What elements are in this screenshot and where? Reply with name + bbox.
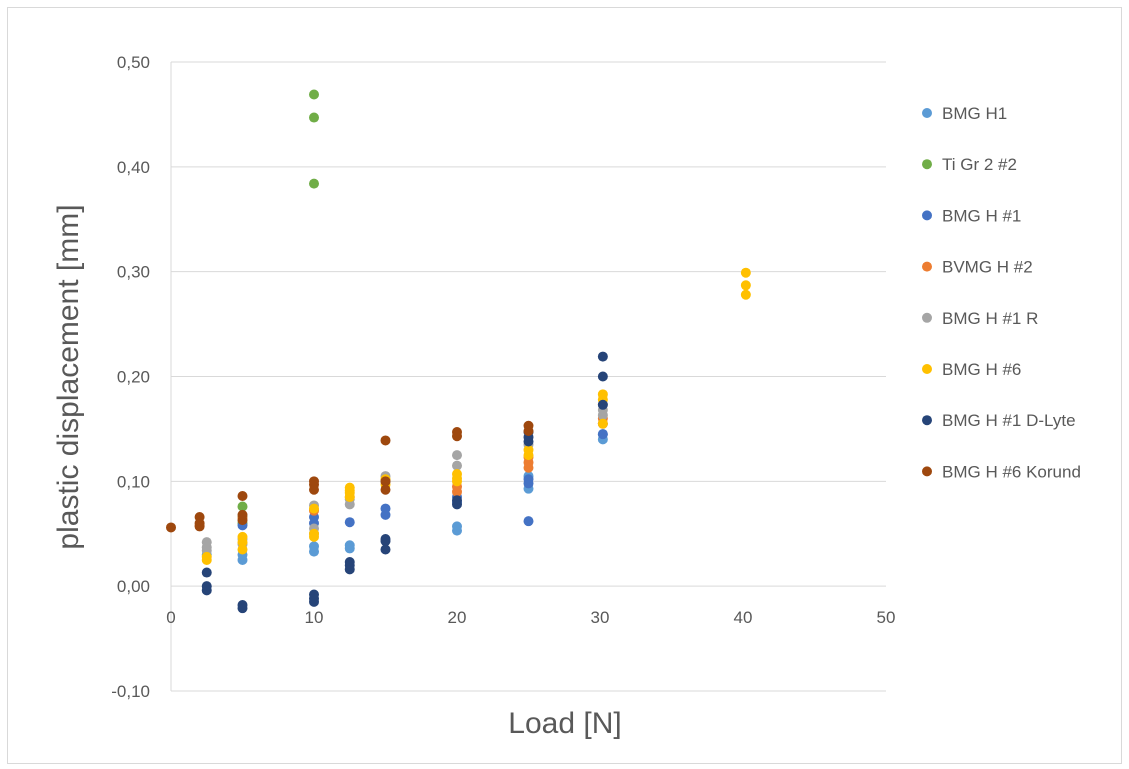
data-point-series-3 — [523, 516, 534, 527]
y-tick-label: 0,00 — [117, 577, 150, 596]
data-point-series-7 — [344, 557, 355, 568]
data-point-series-7 — [380, 544, 391, 555]
data-point-series-7 — [309, 589, 319, 600]
data-point-series-8 — [166, 522, 176, 533]
x-tick-label: 30 — [591, 608, 610, 627]
legend-marker — [922, 312, 932, 323]
data-point-series-7 — [597, 399, 608, 410]
data-point-series-6 — [201, 551, 212, 562]
data-point-series-7 — [597, 371, 608, 382]
x-axis-title: Load [N] — [508, 707, 621, 740]
data-point-series-6 — [309, 503, 319, 514]
legend-marker — [922, 108, 932, 118]
data-point-series-6 — [597, 389, 608, 400]
data-points — [166, 89, 751, 614]
y-axis-title: plastic displacement [mm] — [52, 204, 85, 549]
data-point-series-6 — [740, 267, 751, 278]
data-point-series-2 — [309, 112, 319, 123]
data-point-series-1 — [452, 521, 462, 532]
data-point-series-1 — [309, 541, 319, 552]
data-point-series-3 — [523, 474, 534, 485]
legend-label: BMG H #1 — [942, 206, 1021, 225]
data-point-series-8 — [194, 511, 205, 522]
data-point-series-6 — [344, 482, 355, 493]
data-point-series-8 — [237, 509, 248, 520]
legend-marker — [922, 210, 932, 221]
data-point-series-2 — [309, 178, 319, 189]
data-point-series-8 — [452, 427, 462, 438]
data-point-series-6 — [237, 531, 248, 542]
data-point-series-8 — [237, 491, 248, 502]
x-tick-label: 40 — [734, 608, 753, 627]
data-point-series-8 — [380, 484, 391, 495]
legend-label: Ti Gr 2 #2 — [942, 155, 1017, 174]
legend-marker — [922, 415, 932, 426]
data-point-series-5 — [201, 537, 212, 548]
chart-frame — [7, 7, 1122, 764]
data-point-series-7 — [597, 351, 608, 362]
legend-label: BMG H #6 Korund — [942, 462, 1081, 481]
x-tick-label: 50 — [877, 608, 896, 627]
y-tick-label: 0,40 — [117, 158, 150, 177]
data-point-series-6 — [237, 544, 248, 555]
legend-marker — [922, 159, 932, 170]
data-point-series-7 — [452, 495, 462, 506]
data-point-series-6 — [740, 280, 751, 291]
y-tick-label: 0,30 — [117, 263, 150, 282]
data-point-series-8 — [309, 476, 319, 487]
data-point-series-3 — [597, 429, 608, 440]
y-tick-label: 0,50 — [117, 53, 150, 72]
data-point-series-7 — [201, 581, 212, 592]
legend-label: BMG H1 — [942, 104, 1007, 123]
y-tick-label: -0,10 — [111, 682, 150, 701]
gridlines — [171, 61, 886, 692]
data-point-series-3 — [344, 517, 355, 528]
data-point-series-6 — [452, 468, 462, 479]
data-point-series-7 — [201, 567, 212, 578]
data-point-series-7 — [237, 600, 248, 611]
legend-label: BMG H #1 R — [942, 309, 1038, 328]
data-point-series-1 — [344, 540, 355, 551]
data-point-series-3 — [380, 503, 391, 514]
data-point-series-2 — [237, 501, 248, 512]
x-tick-label: 0 — [166, 608, 175, 627]
legend-marker — [922, 466, 932, 477]
data-point-series-8 — [523, 420, 534, 431]
data-point-series-6 — [309, 528, 319, 539]
data-point-series-5 — [452, 460, 462, 471]
legend-label: BVMG H #2 — [942, 258, 1033, 277]
legend: BMG H1 Ti Gr 2 #2 BMG H #1 BVMG H #2 BMG H #… — [922, 104, 1081, 481]
data-point-series-6 — [597, 418, 608, 429]
x-tick-label: 20 — [448, 608, 467, 627]
y-tick-label: 0,20 — [117, 368, 150, 387]
legend-marker — [922, 261, 932, 272]
y-tick-label: 0,10 — [117, 472, 150, 491]
data-point-series-5 — [452, 450, 462, 461]
data-point-series-2 — [309, 89, 319, 100]
legend-label: BMG H #1 D-Lyte — [942, 411, 1076, 430]
y-tick-labels: -0,10 0,00 0,10 0,20 0,30 0,40 0,50 — [111, 53, 150, 701]
legend-marker — [922, 364, 932, 374]
legend-label: BMG H #6 — [942, 360, 1021, 379]
data-point-series-8 — [380, 435, 391, 446]
x-tick-labels: 0 10 20 30 40 50 — [166, 608, 895, 627]
x-tick-label: 10 — [305, 608, 324, 627]
data-point-series-7 — [380, 533, 391, 544]
data-point-series-6 — [523, 444, 534, 455]
data-point-series-8 — [380, 476, 391, 487]
data-point-series-6 — [740, 289, 751, 300]
